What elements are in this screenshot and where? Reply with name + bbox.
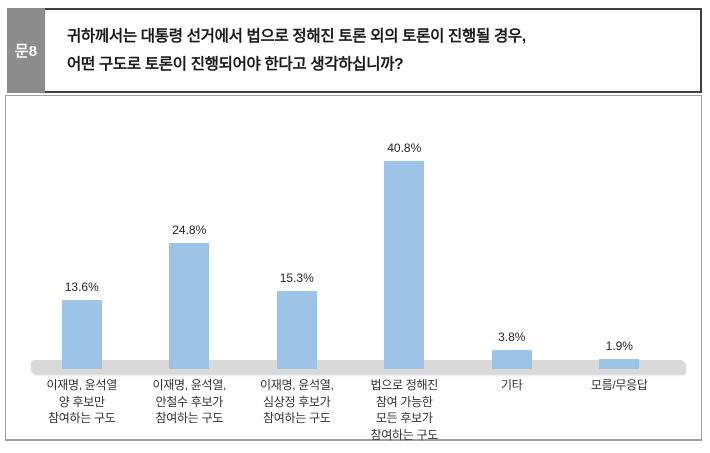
bar [599, 359, 640, 369]
bar [61, 299, 102, 369]
bar-value-label: 13.6% [64, 279, 99, 294]
question-number-badge: 문8 [7, 8, 45, 93]
bar [276, 290, 317, 369]
bar-column: 3.8% [458, 96, 566, 369]
category-label: 기타 [501, 378, 523, 392]
bar-value-label: 1.9% [605, 339, 633, 354]
bar [491, 349, 532, 369]
category-label: 이재명, 윤석열, 심상정 후보가 참여하는 구도 [259, 378, 334, 425]
bar [169, 242, 210, 369]
bar-column: 15.3% [243, 96, 351, 369]
bar-column: 24.8% [136, 96, 244, 369]
bar-value-label: 3.8% [498, 329, 526, 344]
category-label: 모름/무응답 [590, 378, 648, 392]
bar-column: 13.6% [28, 96, 136, 369]
question-text-line-2: 어떤 구도로 토론이 진행되어야 한다고 생각하십니까? [67, 55, 404, 73]
bar-chart-panel: 13.6% 24.8% 15.3% 40.8% 3.8% 1.9% [5, 95, 702, 443]
question-text-line-1: 귀하께서는 대통령 선거에서 법으로 정해진 토론 외의 토론이 진행될 경우, [67, 27, 526, 45]
question-text-box: 귀하께서는 대통령 선거에서 법으로 정해진 토론 외의 토론이 진행될 경우,… [45, 8, 702, 93]
category-label: 이재명, 윤석열, 안철수 후보가 참여하는 구도 [152, 378, 227, 425]
bar-value-label: 15.3% [279, 270, 314, 285]
bar [384, 160, 425, 369]
chart-category-axis: 이재명, 윤석열 양 후보만 참여하는 구도 이재명, 윤석열, 안철수 후보가… [28, 377, 673, 443]
chart-bars-area: 13.6% 24.8% 15.3% 40.8% 3.8% 1.9% [28, 96, 673, 369]
question-header: 문8 귀하께서는 대통령 선거에서 법으로 정해진 토론 외의 토론이 진행될 … [7, 8, 702, 93]
bar-column: 40.8% [351, 96, 459, 369]
category-label: 법으로 정해진 참여 가능한 모든 후보가 참여하는 구도 [370, 378, 439, 442]
bar-column: 1.9% [566, 96, 674, 369]
category-label: 이재명, 윤석열 양 후보만 참여하는 구도 [46, 378, 117, 425]
bar-value-label: 24.8% [172, 222, 207, 237]
bar-value-label: 40.8% [387, 140, 422, 155]
